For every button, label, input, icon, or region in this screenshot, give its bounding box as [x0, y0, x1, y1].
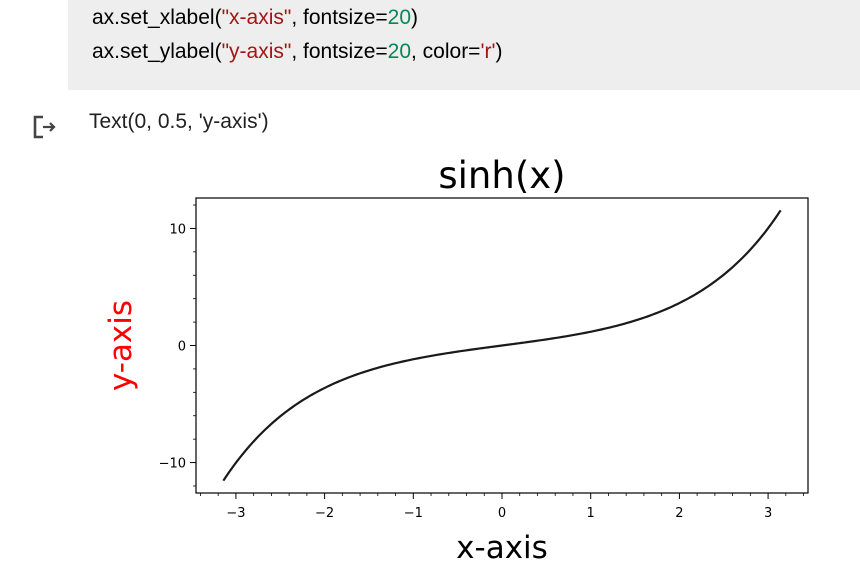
y-tick-label: 10	[169, 222, 186, 237]
code-token: "y-axis"	[221, 40, 292, 63]
code-token: 20	[387, 40, 411, 63]
output-text: Text(0, 0.5, 'y-axis')	[89, 110, 269, 133]
x-tick-label: 3	[764, 506, 772, 521]
x-axis-label: x-axis	[456, 530, 548, 566]
code-token: , color=	[411, 40, 481, 63]
code-token: )	[411, 6, 418, 29]
y-tick-label: 0	[178, 340, 186, 355]
code-token: 20	[387, 6, 411, 29]
code-token: ax.set_ylabel(	[92, 40, 222, 63]
output-arrow-icon[interactable]	[30, 112, 64, 142]
code-token: ax.set_xlabel(	[92, 6, 222, 29]
x-tick-label: −3	[226, 506, 245, 521]
code-cell[interactable]: ax.set_xlabel("x-axis", fontsize=20) ax.…	[68, 0, 860, 90]
code-token: , fontsize=	[291, 40, 388, 63]
x-tick-label: −2	[315, 506, 334, 521]
code-line-ylabel: ax.set_ylabel("y-axis", fontsize=20, col…	[92, 40, 502, 64]
code-token: )	[495, 40, 503, 63]
x-tick-label: 0	[498, 506, 506, 521]
x-tick-label: −1	[404, 506, 423, 521]
code-token: 'r'	[480, 40, 496, 63]
code-token: "x-axis"	[221, 6, 292, 29]
sinh-curve	[222, 209, 782, 482]
y-axis-label: y-axis	[103, 300, 139, 391]
code-token: , fontsize=	[291, 6, 388, 29]
x-tick-label: 1	[587, 506, 595, 521]
chart-title: sinh(x)	[438, 154, 565, 197]
x-tick-label: 2	[675, 506, 683, 521]
code-line-xlabel: ax.set_xlabel("x-axis", fontsize=20)	[92, 6, 418, 30]
y-tick-label: −10	[159, 457, 186, 472]
